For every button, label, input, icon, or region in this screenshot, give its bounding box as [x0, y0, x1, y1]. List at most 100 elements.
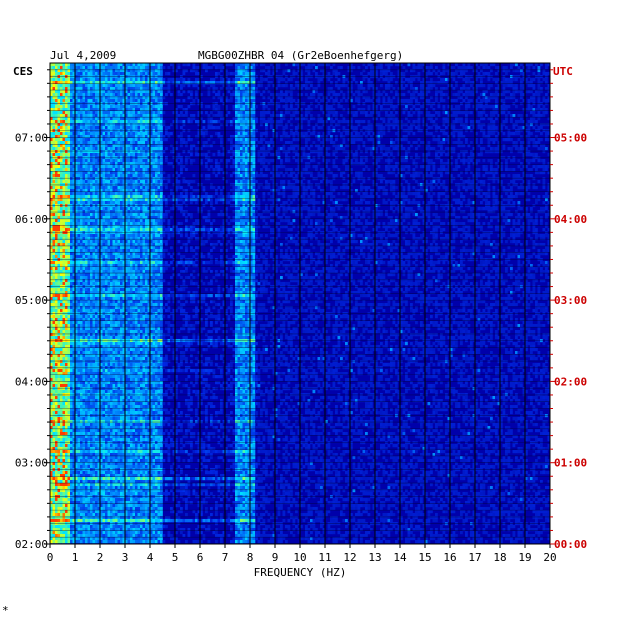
spectrogram-cell	[97, 147, 101, 151]
spectrogram-cell	[65, 162, 68, 166]
spectrogram-cell	[355, 135, 358, 139]
spectrogram-cell	[402, 159, 406, 163]
spectrogram-cell	[347, 168, 351, 172]
spectrogram-cell	[162, 135, 166, 139]
spectrogram-cell	[75, 180, 78, 184]
spectrogram-cell	[142, 141, 146, 145]
spectrogram-cell	[372, 117, 376, 121]
spectrogram-cell	[312, 69, 316, 73]
spectrogram-cell	[452, 111, 456, 115]
spectrogram-cell	[250, 165, 253, 169]
spectrogram-cell	[160, 165, 163, 169]
spectrogram-cell	[65, 120, 68, 124]
spectrogram-cell	[397, 72, 401, 76]
spectrogram-cell	[337, 105, 341, 109]
spectrogram-cell	[260, 120, 263, 124]
spectrogram-cell	[85, 153, 88, 157]
spectrogram-cell	[62, 135, 66, 139]
spectrogram-cell	[252, 135, 256, 139]
spectrogram-cell	[60, 135, 63, 139]
spectrogram-cell	[452, 135, 456, 139]
spectrogram-cell	[437, 111, 441, 115]
spectrogram-cell	[65, 147, 68, 151]
spectrogram-cell	[282, 165, 286, 169]
spectrogram-cell	[355, 132, 358, 136]
spectrogram-cell	[252, 165, 256, 169]
spectrogram-cell	[242, 180, 246, 184]
spectrogram-cell	[320, 93, 323, 97]
spectrogram-cell	[82, 93, 86, 97]
spectrogram-cell	[162, 150, 166, 154]
spectrogram-cell	[372, 84, 376, 88]
spectrogram-cell	[202, 81, 206, 85]
spectrogram-cell	[287, 120, 291, 124]
spectrogram-cell	[225, 72, 228, 76]
spectrogram-cell	[52, 144, 56, 148]
spectrogram-cell	[75, 93, 78, 97]
spectrogram-cell	[160, 78, 163, 82]
spectrogram-cell	[332, 165, 336, 169]
spectrogram-cell	[260, 171, 263, 175]
spectrogram-cell	[247, 84, 251, 88]
spectrogram-cell	[185, 81, 188, 85]
spectrogram-cell	[480, 81, 483, 85]
spectrogram-cell	[147, 99, 151, 103]
spectrogram-cell	[95, 171, 98, 175]
spectrogram-cell	[72, 81, 76, 85]
spectrogram-cell	[250, 177, 253, 181]
spectrogram-cell	[277, 120, 281, 124]
spectrogram-cell	[235, 141, 238, 145]
spectrogram-cell	[272, 168, 276, 172]
spectrogram-cell	[437, 180, 441, 184]
spectrogram-cell	[502, 81, 506, 85]
spectrogram-cell	[282, 69, 286, 73]
spectrogram-cell	[247, 135, 251, 139]
spectrogram-cell	[370, 69, 373, 73]
spectrogram-cell	[67, 90, 71, 94]
spectrogram-cell	[315, 123, 318, 127]
spectrogram-cell	[55, 162, 58, 166]
spectrogram-cell	[97, 96, 101, 100]
spectrogram-cell	[342, 117, 346, 121]
spectrogram-cell	[270, 159, 273, 163]
spectrogram-cell	[142, 138, 146, 142]
spectrogram-cell	[537, 84, 541, 88]
spectrogram-cell	[385, 93, 388, 97]
spectrogram-cell	[112, 126, 116, 130]
spectrogram-cell	[117, 183, 121, 187]
spectrogram-cell	[50, 183, 53, 187]
spectrogram-cell	[207, 93, 211, 97]
spectrogram-cell	[472, 81, 476, 85]
spectrogram-cell	[160, 87, 163, 91]
spectrogram-cell	[285, 99, 288, 103]
spectrogram-cell	[85, 84, 88, 88]
spectrogram-cell	[70, 63, 73, 67]
spectrogram-cell	[130, 177, 133, 181]
spectrogram-cell	[80, 117, 83, 121]
spectrogram-cell	[147, 63, 151, 67]
spectrogram-cell	[147, 183, 151, 187]
spectrogram-cell	[145, 165, 148, 169]
spectrogram-cell	[467, 87, 471, 91]
spectrogram-cell	[97, 141, 101, 145]
spectrogram-cell	[452, 120, 456, 124]
spectrogram-cell	[112, 93, 116, 97]
spectrogram-cell	[95, 81, 98, 85]
spectrogram-cell	[405, 135, 408, 139]
spectrogram-cell	[140, 99, 143, 103]
spectrogram-cell	[332, 90, 336, 94]
spectrogram-cell	[320, 99, 323, 103]
spectrogram-cell	[335, 96, 338, 100]
spectrogram-cell	[450, 114, 453, 118]
spectrogram-cell	[115, 138, 118, 142]
spectrogram-cell	[157, 126, 161, 130]
spectrogram-cell	[477, 159, 481, 163]
spectrogram-cell	[540, 63, 543, 67]
spectrogram-cell	[250, 105, 253, 109]
spectrogram-cell	[280, 123, 283, 127]
spectrogram-cell	[252, 108, 256, 112]
spectrogram-cell	[527, 63, 531, 67]
spectrogram-cell	[315, 183, 318, 187]
spectrogram-cell	[277, 174, 281, 178]
spectrogram-cell	[495, 162, 498, 166]
